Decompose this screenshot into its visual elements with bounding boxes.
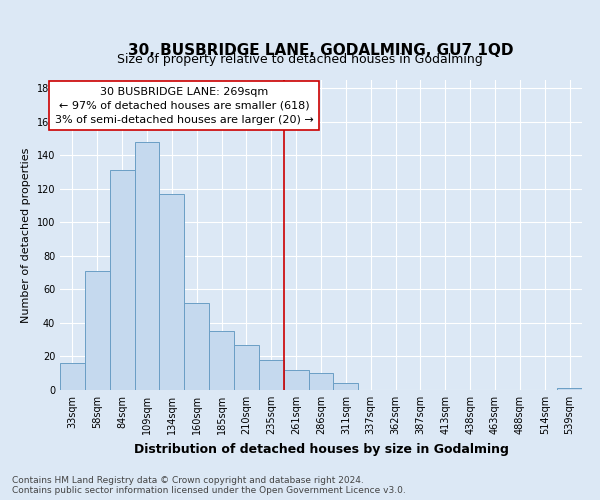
Bar	[308, 373, 334, 390]
Title: 30, BUSBRIDGE LANE, GODALMING, GU7 1QD: 30, BUSBRIDGE LANE, GODALMING, GU7 1QD	[128, 43, 514, 58]
Text: Contains public sector information licensed under the Open Government Licence v3: Contains public sector information licen…	[12, 486, 406, 495]
Bar	[209, 332, 234, 390]
X-axis label: Distribution of detached houses by size in Godalming: Distribution of detached houses by size …	[134, 442, 508, 456]
Y-axis label: Number of detached properties: Number of detached properties	[21, 148, 31, 322]
Bar	[284, 370, 308, 390]
Text: 30 BUSBRIDGE LANE: 269sqm
← 97% of detached houses are smaller (618)
3% of semi-: 30 BUSBRIDGE LANE: 269sqm ← 97% of detac…	[55, 86, 314, 124]
Bar	[557, 388, 582, 390]
Bar	[334, 384, 358, 390]
Bar	[85, 271, 110, 390]
Bar	[110, 170, 134, 390]
Bar	[60, 363, 85, 390]
Bar	[134, 142, 160, 390]
Bar	[160, 194, 184, 390]
Text: Size of property relative to detached houses in Godalming: Size of property relative to detached ho…	[117, 52, 483, 66]
Bar	[184, 303, 209, 390]
Text: Contains HM Land Registry data © Crown copyright and database right 2024.: Contains HM Land Registry data © Crown c…	[12, 476, 364, 485]
Bar	[259, 360, 284, 390]
Bar	[234, 345, 259, 390]
